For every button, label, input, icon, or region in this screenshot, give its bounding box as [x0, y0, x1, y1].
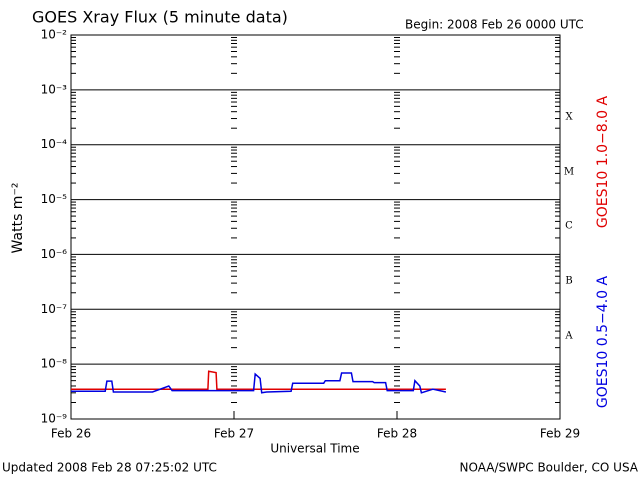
- y-tick-label: 10⁻⁵: [41, 192, 68, 206]
- y-tick-label: 10⁻⁹: [41, 412, 68, 426]
- class-label: M: [564, 167, 574, 178]
- series-line: [71, 370, 446, 390]
- legend-label: GOES10 1.0−8.0 A: [595, 96, 611, 229]
- class-label: X: [565, 112, 573, 123]
- class-label: C: [565, 221, 573, 232]
- class-label: B: [565, 276, 572, 287]
- x-tick-label: Feb 28: [377, 427, 417, 441]
- footer-left: Updated 2008 Feb 28 07:25:02 UTC: [2, 461, 217, 475]
- footer-right: NOAA/SWPC Boulder, CO USA: [460, 461, 639, 475]
- class-label: A: [564, 331, 573, 342]
- chart-subtitle: Begin: 2008 Feb 26 0000 UTC: [405, 18, 584, 32]
- x-tick-label: Feb 26: [51, 427, 91, 441]
- legend-label: GOES10 0.5−4.0 A: [595, 276, 611, 409]
- x-axis-label: Universal Time: [270, 442, 359, 456]
- y-tick-label: 10⁻⁶: [41, 247, 68, 261]
- y-tick-label: 10⁻²: [41, 28, 68, 42]
- y-tick-label: 10⁻³: [41, 82, 68, 96]
- plot-frame: [70, 34, 561, 420]
- chart-title: GOES Xray Flux (5 minute data): [32, 8, 288, 27]
- x-tick-label: Feb 27: [214, 427, 254, 441]
- y-axis-label: Watts m⁻²: [10, 183, 26, 254]
- y-tick-label: 10⁻⁸: [41, 357, 68, 371]
- y-tick-label: 10⁻⁷: [41, 302, 68, 316]
- series-line: [71, 372, 447, 394]
- x-tick-label: Feb 29: [540, 427, 580, 441]
- y-tick-label: 10⁻⁴: [41, 137, 68, 151]
